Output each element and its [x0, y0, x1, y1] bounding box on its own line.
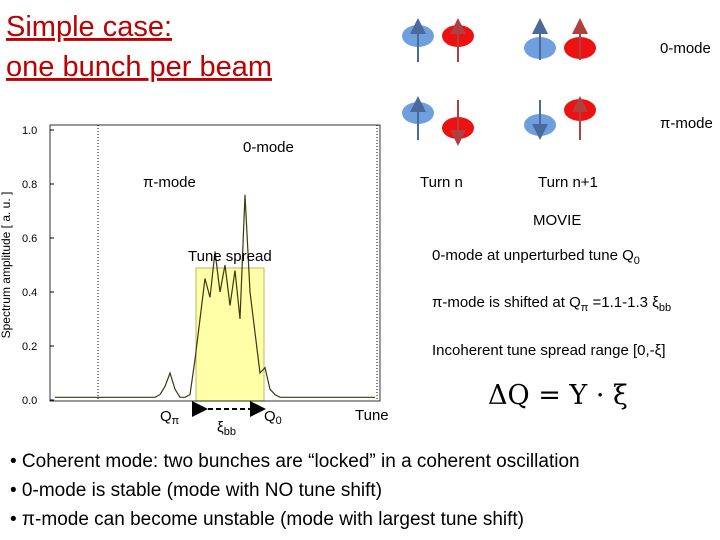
xi-bb: ξbb [217, 419, 236, 438]
turn-n1: Turn n+1 [538, 174, 598, 191]
tune-spread-box [195, 267, 265, 402]
sub: 0 [276, 415, 282, 427]
text: 0-mode at unperturbed tune Q [432, 247, 634, 264]
note-zero-mode: 0-mode at unperturbed tune Q0 [432, 247, 640, 267]
title-line2: one bunch per beam [6, 51, 272, 83]
q: Q [264, 408, 276, 425]
y-tick-label: 0.2 [22, 341, 37, 353]
sub: π [581, 302, 589, 314]
xi: ξ [217, 419, 224, 436]
sub: 0 [634, 255, 640, 267]
plot-zero-mode: 0-mode [243, 139, 294, 156]
title-line1: Simple case: [6, 11, 172, 43]
text: =1.1-1.3 ξ [588, 294, 659, 311]
note-incoherent: Incoherent tune spread range [0,-ξ] [432, 342, 666, 359]
pi-mode-label: π-mode [660, 115, 713, 132]
plot-pi-mode: π-mode [143, 174, 196, 191]
spectrum-line [55, 194, 375, 398]
bullet: • Coherent mode: two bunches are “locked… [10, 451, 580, 472]
sub: bb [224, 426, 236, 438]
bullet: • π-mode can become unstable (mode with … [10, 509, 524, 530]
y-axis-label: Spectrum amplitude [ a. u. ] [0, 192, 13, 339]
sub: bb [659, 302, 671, 314]
q: Q [160, 408, 172, 425]
formula: ΔQ = Y · ξ [488, 380, 628, 411]
q-pi: Qπ [160, 408, 180, 427]
turn-n: Turn n [420, 174, 463, 191]
x-axis-label: Tune [355, 407, 389, 424]
zero-mode-label: 0-mode [660, 40, 711, 57]
y-tick-label: 0.0 [22, 395, 37, 407]
bullet: • 0-mode is stable (mode with NO tune sh… [10, 480, 382, 501]
y-tick-label: 0.6 [22, 233, 37, 245]
spectrum-plot [49, 124, 381, 402]
text: π-mode is shifted at Q [432, 294, 581, 311]
q-0: Q0 [264, 408, 282, 427]
note-pi-mode: π-mode is shifted at Qπ =1.1-1.3 ξbb [432, 294, 671, 314]
y-tick-label: 0.4 [22, 287, 37, 299]
movie: MOVIE [533, 212, 581, 229]
y-tick-label: 0.8 [22, 179, 37, 191]
y-tick-label: 1.0 [22, 125, 37, 137]
beam-diagram [402, 18, 596, 146]
tune-spread: Tune spread [188, 248, 272, 265]
sub: π [172, 415, 180, 427]
